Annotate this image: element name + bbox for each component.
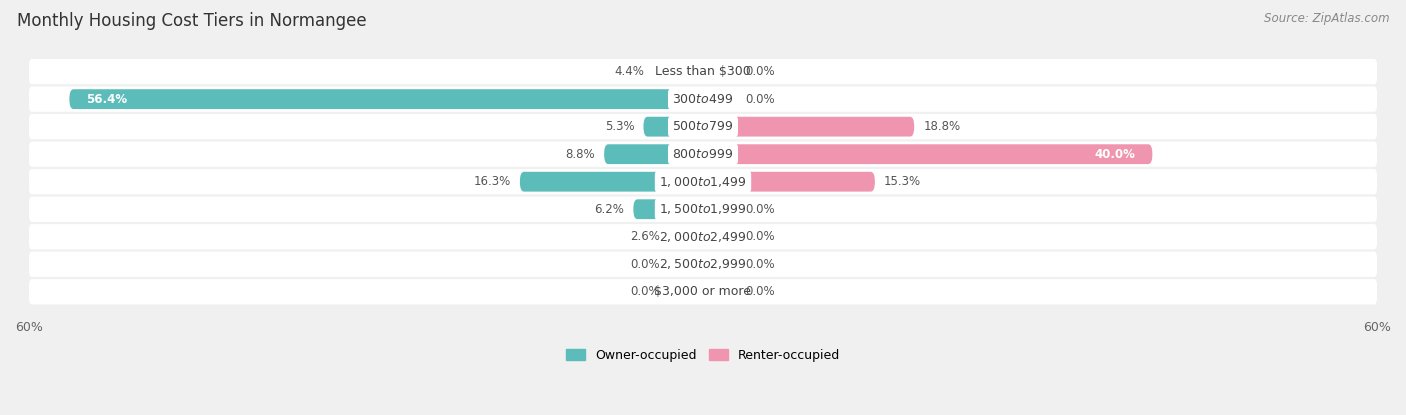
Text: 0.0%: 0.0% xyxy=(745,65,775,78)
FancyBboxPatch shape xyxy=(30,59,1376,84)
FancyBboxPatch shape xyxy=(30,169,1376,194)
Text: 0.0%: 0.0% xyxy=(745,203,775,216)
Legend: Owner-occupied, Renter-occupied: Owner-occupied, Renter-occupied xyxy=(567,349,839,362)
FancyBboxPatch shape xyxy=(30,251,1376,277)
Text: 0.0%: 0.0% xyxy=(631,285,661,298)
Text: 0.0%: 0.0% xyxy=(745,258,775,271)
Text: 0.0%: 0.0% xyxy=(745,93,775,106)
Text: $2,500 to $2,999: $2,500 to $2,999 xyxy=(659,257,747,271)
Text: $800 to $999: $800 to $999 xyxy=(672,148,734,161)
FancyBboxPatch shape xyxy=(654,62,703,81)
FancyBboxPatch shape xyxy=(30,279,1376,305)
FancyBboxPatch shape xyxy=(30,114,1376,139)
FancyBboxPatch shape xyxy=(669,227,703,247)
FancyBboxPatch shape xyxy=(703,199,737,219)
FancyBboxPatch shape xyxy=(30,197,1376,222)
FancyBboxPatch shape xyxy=(703,254,737,274)
Text: 0.0%: 0.0% xyxy=(745,285,775,298)
Text: 8.8%: 8.8% xyxy=(565,148,595,161)
FancyBboxPatch shape xyxy=(703,89,737,109)
Text: $1,000 to $1,499: $1,000 to $1,499 xyxy=(659,175,747,189)
Text: 40.0%: 40.0% xyxy=(1095,148,1136,161)
FancyBboxPatch shape xyxy=(69,89,703,109)
FancyBboxPatch shape xyxy=(633,199,703,219)
Text: $500 to $799: $500 to $799 xyxy=(672,120,734,133)
FancyBboxPatch shape xyxy=(703,227,737,247)
Text: 16.3%: 16.3% xyxy=(474,175,510,188)
Text: 15.3%: 15.3% xyxy=(884,175,921,188)
FancyBboxPatch shape xyxy=(30,224,1376,249)
Text: 6.2%: 6.2% xyxy=(595,203,624,216)
Text: $300 to $499: $300 to $499 xyxy=(672,93,734,106)
FancyBboxPatch shape xyxy=(703,117,914,137)
Text: 5.3%: 5.3% xyxy=(605,120,634,133)
Text: Monthly Housing Cost Tiers in Normangee: Monthly Housing Cost Tiers in Normangee xyxy=(17,12,367,30)
Text: 0.0%: 0.0% xyxy=(631,258,661,271)
FancyBboxPatch shape xyxy=(30,142,1376,167)
FancyBboxPatch shape xyxy=(669,282,703,302)
FancyBboxPatch shape xyxy=(669,254,703,274)
FancyBboxPatch shape xyxy=(703,172,875,192)
FancyBboxPatch shape xyxy=(703,282,737,302)
Text: 4.4%: 4.4% xyxy=(614,65,644,78)
FancyBboxPatch shape xyxy=(644,117,703,137)
Text: 56.4%: 56.4% xyxy=(86,93,128,106)
Text: 0.0%: 0.0% xyxy=(745,230,775,243)
Text: Less than $300: Less than $300 xyxy=(655,65,751,78)
FancyBboxPatch shape xyxy=(703,62,737,81)
Text: 18.8%: 18.8% xyxy=(924,120,960,133)
Text: $2,000 to $2,499: $2,000 to $2,499 xyxy=(659,230,747,244)
FancyBboxPatch shape xyxy=(605,144,703,164)
FancyBboxPatch shape xyxy=(520,172,703,192)
Text: Source: ZipAtlas.com: Source: ZipAtlas.com xyxy=(1264,12,1389,25)
FancyBboxPatch shape xyxy=(30,86,1376,112)
FancyBboxPatch shape xyxy=(703,144,1153,164)
Text: $1,500 to $1,999: $1,500 to $1,999 xyxy=(659,202,747,216)
Text: 2.6%: 2.6% xyxy=(630,230,661,243)
Text: $3,000 or more: $3,000 or more xyxy=(655,285,751,298)
